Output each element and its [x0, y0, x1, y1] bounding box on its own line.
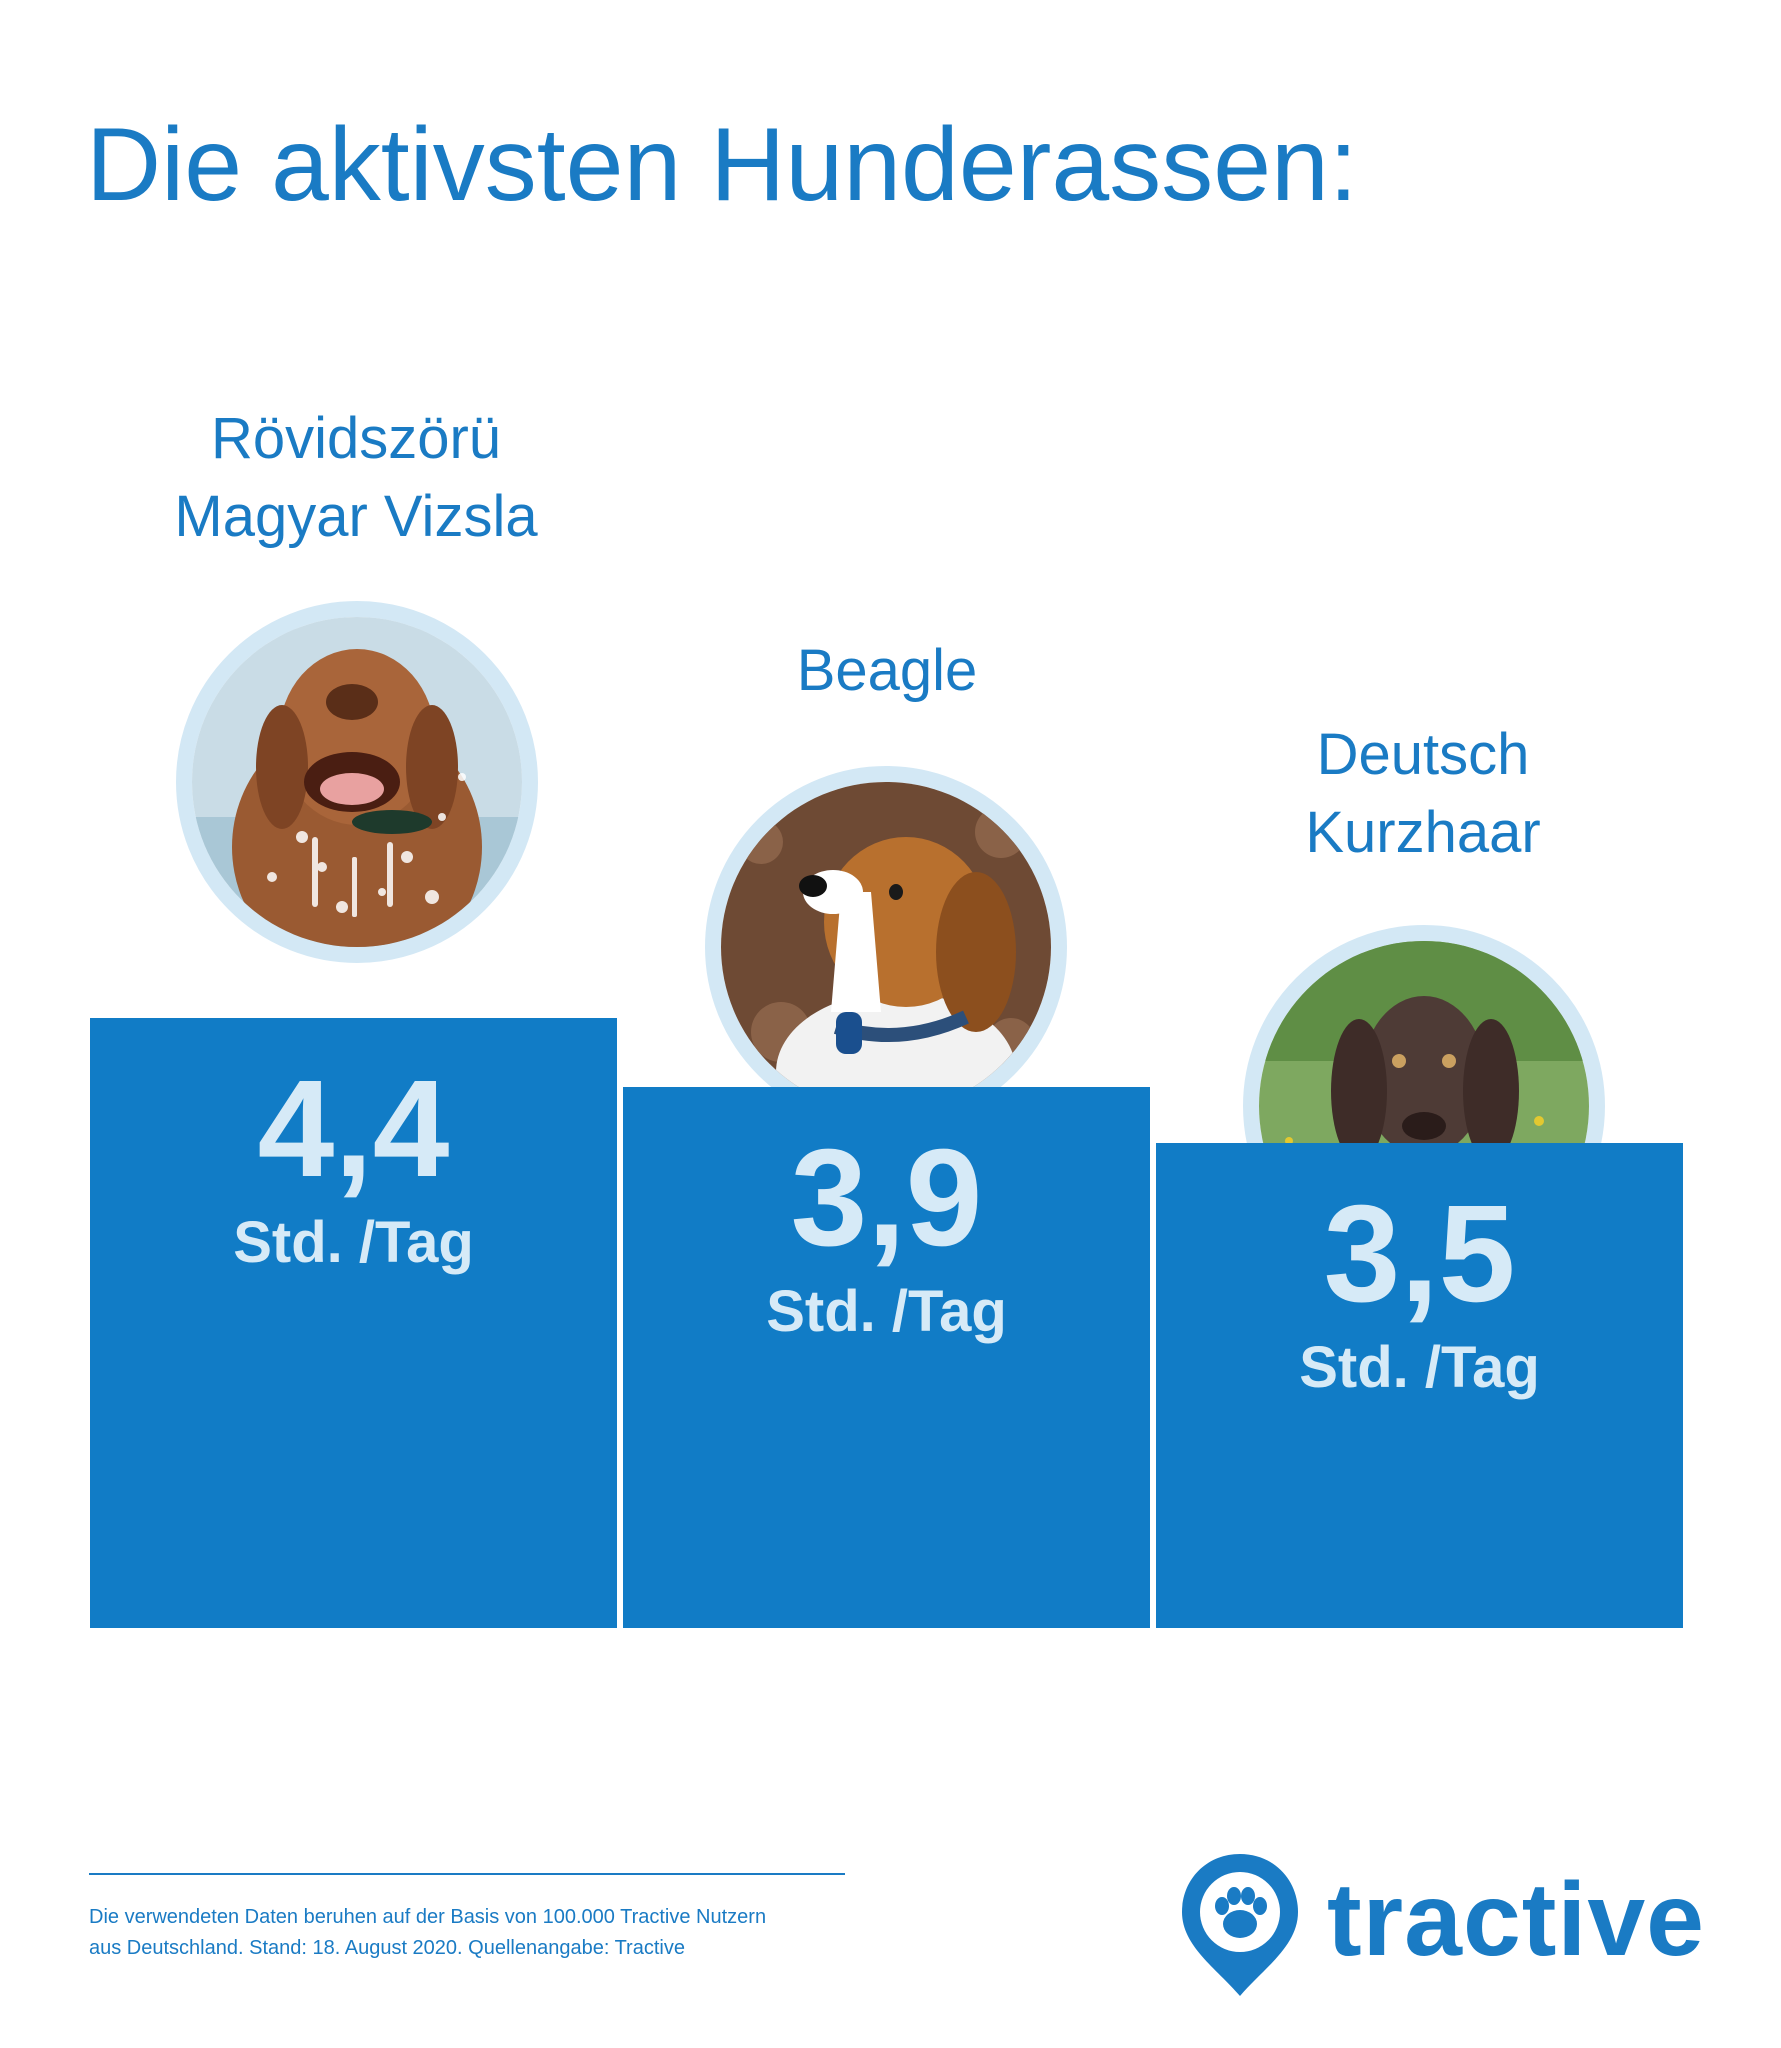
bar-unit-label: Std. /Tag — [1299, 1335, 1540, 1400]
bar-3: 3,5 Std. /Tag — [1156, 1143, 1683, 1628]
footnote-line: aus Deutschland. Stand: 18. August 2020.… — [89, 1937, 685, 1959]
breed-name-line: Kurzhaar — [1305, 800, 1541, 865]
breed-name-line: Rövidszörü — [210, 406, 502, 471]
breed-name-vizsla: Rövidszörü Magyar Vizsla — [86, 400, 626, 556]
bar-value-label: 3,9 — [790, 1121, 983, 1275]
vizsla-photo — [176, 601, 538, 963]
bar-2: 3,9 Std. /Tag — [623, 1087, 1150, 1628]
beagle-photo — [705, 766, 1067, 1128]
bar-value-label: 3,5 — [1323, 1177, 1516, 1331]
page-title: Die aktivsten Hunderassen: — [86, 107, 1358, 223]
footnote-divider — [89, 1873, 845, 1875]
breed-name-line: Beagle — [796, 638, 978, 703]
bar-unit-label: Std. /Tag — [233, 1210, 474, 1275]
tractive-logo-text: tractive — [1327, 1862, 1705, 1978]
paw-pin-icon — [1182, 1854, 1298, 1996]
vizsla-dog-illustration — [192, 617, 522, 947]
bar-1: 4,4 Std. /Tag — [90, 1018, 617, 1628]
bar-unit-label: Std. /Tag — [766, 1279, 1007, 1344]
breed-name-line: Magyar Vizsla — [174, 484, 538, 549]
bar-value-label: 4,4 — [257, 1052, 450, 1206]
breed-name-beagle: Beagle — [617, 632, 1157, 710]
breed-name-line: Deutsch — [1316, 722, 1530, 787]
beagle-dog-illustration — [721, 782, 1051, 1112]
breed-name-kurzhaar: Deutsch Kurzhaar — [1153, 716, 1693, 872]
footnote: Die verwendeten Daten beruhen auf der Ba… — [89, 1902, 889, 1964]
footnote-line: Die verwendeten Daten beruhen auf der Ba… — [89, 1906, 767, 1928]
